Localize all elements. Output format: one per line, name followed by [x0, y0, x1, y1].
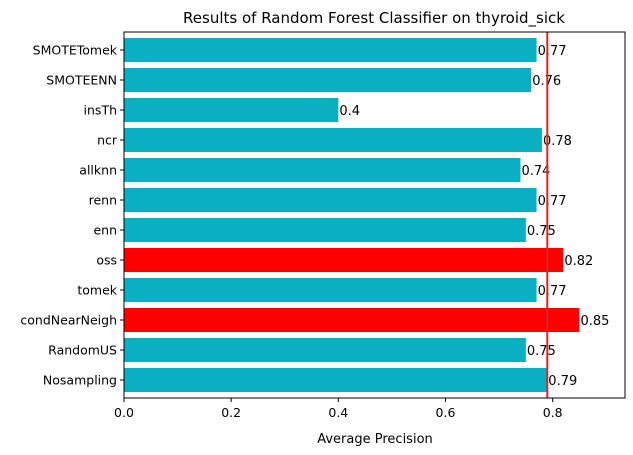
bar-Nosampling — [124, 368, 548, 392]
value-label-enn: 0.75 — [527, 224, 556, 239]
y-tick-label-RandomUS: RandomUS — [48, 343, 117, 358]
y-tick-label-insTh: insTh — [84, 103, 117, 118]
bar-enn — [124, 218, 526, 242]
value-label-insTh: 0.4 — [339, 104, 360, 119]
y-tick-label-ncr: ncr — [97, 133, 118, 148]
bar-oss — [124, 248, 564, 272]
bar-tomek — [124, 278, 537, 302]
bar-ncr — [124, 128, 542, 152]
plot-area: Nosampling 0.79 RandomUS 0.75 condNearNeigh 0… — [20, 31, 626, 420]
x-tick-label-0.2: 0.2 — [221, 405, 241, 420]
y-tick-label-renn: renn — [89, 193, 117, 208]
bar-allknn — [124, 158, 521, 182]
value-label-renn: 0.77 — [538, 194, 567, 209]
y-tick-label-allknn: allknn — [79, 163, 117, 178]
bar-renn — [124, 188, 537, 212]
y-tick-label-oss: oss — [96, 253, 117, 268]
y-tick-label-SMOTEENN: SMOTEENN — [46, 73, 117, 88]
x-tick-label-0.0: 0.0 — [114, 405, 134, 420]
value-label-condNearNeigh: 0.85 — [580, 314, 609, 329]
bar-SMOTETomek — [124, 38, 537, 62]
value-label-Nosampling: 0.79 — [548, 374, 577, 389]
y-tick-label-Nosampling: Nosampling — [43, 373, 117, 388]
x-tick-label-0.8: 0.8 — [543, 405, 563, 420]
x-tick-label-0.6: 0.6 — [436, 405, 456, 420]
y-tick-label-condNearNeigh: condNearNeigh — [20, 313, 117, 328]
bar-SMOTEENN — [124, 68, 532, 92]
bar-RandomUS — [124, 338, 526, 362]
y-tick-label-tomek: tomek — [77, 283, 117, 298]
y-tick-label-SMOTETomek: SMOTETomek — [33, 43, 118, 58]
bar-insTh — [124, 98, 339, 122]
chart-title: Results of Random Forest Classifier on t… — [183, 9, 565, 28]
value-label-RandomUS: 0.75 — [527, 344, 556, 359]
value-label-allknn: 0.74 — [522, 164, 551, 179]
bar-condNearNeigh — [124, 308, 580, 332]
y-tick-label-enn: enn — [93, 223, 117, 238]
axes-frame — [123, 31, 626, 399]
x-tick-label-0.4: 0.4 — [328, 405, 348, 420]
value-label-tomek: 0.77 — [538, 284, 567, 299]
value-label-ncr: 0.78 — [543, 134, 572, 149]
value-label-oss: 0.82 — [564, 254, 593, 269]
value-label-SMOTETomek: 0.77 — [538, 44, 567, 59]
x-axis-label: Average Precision — [317, 432, 433, 447]
